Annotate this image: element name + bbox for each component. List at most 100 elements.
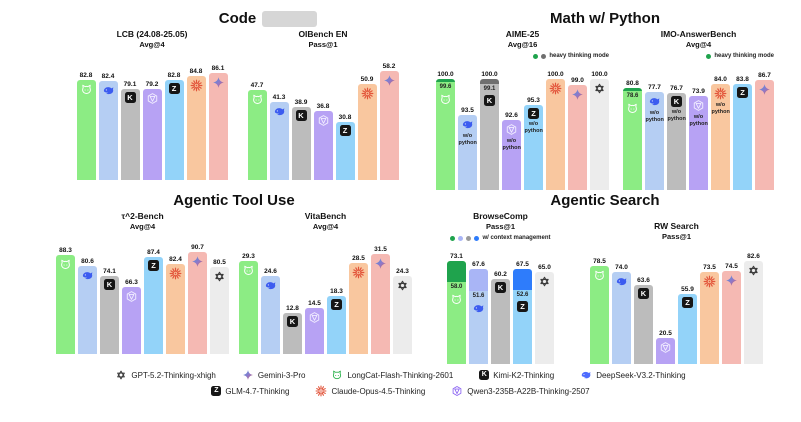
legend-label: Qwen3-235B-A22B-Thinking-2507: [467, 386, 590, 396]
bar-group-gpt: 65.0: [535, 244, 554, 364]
kimi-icon: K: [287, 315, 298, 327]
annotation-dot: [541, 53, 547, 59]
bar-icon-holder: K: [295, 109, 307, 121]
bar-icon-holder: [758, 83, 771, 96]
bar-icon-holder: [549, 82, 562, 95]
bar-claude: [166, 263, 185, 354]
bar-value-label: 78.5: [593, 258, 606, 266]
bar-base-label: 52.6: [516, 291, 529, 298]
bar-value-label: 86.7: [758, 72, 771, 80]
bar-group-qwen: 20.5: [656, 244, 675, 364]
bar-note: w/o python: [689, 114, 708, 128]
bar-deepseek: 51.6: [469, 268, 488, 364]
bar-note: w/o python: [711, 101, 730, 115]
bar-icon-holder: [659, 341, 672, 354]
bar-icon-holder: K: [287, 315, 298, 327]
glm-icon: Z: [737, 86, 748, 98]
bar-icon-holder: [714, 87, 727, 100]
chart-subtitle: Pass@1: [661, 231, 691, 241]
bar-group-longcat: 100.0 99.6: [436, 62, 455, 190]
bar-glm: Z: [164, 80, 184, 180]
bar-value-label: 74.5: [725, 263, 738, 271]
bar-value-label: 47.7: [250, 82, 264, 90]
bar-group-deepseek: 77.7 w/o python: [645, 62, 664, 190]
bar-icon-holder: [374, 257, 387, 270]
bar-glm: Z: [327, 295, 346, 354]
openai-icon: [398, 281, 407, 291]
bar-group-kimi: 100.0 99.1 K: [480, 62, 499, 190]
bar-icon-holder: [383, 74, 396, 87]
legend-row: GPT-5.2-Thinking-xhigh Gemini-3-Pro LongCa…: [102, 369, 698, 381]
bar-qwen: [142, 88, 162, 180]
bar-group-deepseek: 74.0: [612, 244, 631, 364]
gemini-icon: [726, 275, 737, 287]
bar-icon-holder: K: [484, 95, 495, 107]
bar-group-claude: 50.9: [357, 52, 377, 180]
chart-title: BrowseComp: [473, 211, 528, 221]
bar-longcat: [239, 260, 258, 354]
qwen-icon: [147, 92, 157, 104]
bar-longcat: [76, 80, 96, 180]
deepseek-icon: [581, 371, 591, 379]
longcat-icon: [333, 370, 342, 380]
legend-item-glm: Z GLM-4.7-Thinking: [211, 386, 289, 396]
bar-value-label: 76.7: [670, 84, 683, 92]
bar-icon-holder: [615, 275, 628, 288]
glm-icon: Z: [682, 297, 693, 309]
bar-glm: Z: [678, 294, 697, 364]
bar-claude: [186, 75, 206, 180]
claude-icon: [316, 385, 327, 397]
chart-subtitle: Avg@16: [507, 39, 538, 49]
bar-longcat: [590, 266, 609, 364]
bar-longcat: [56, 255, 75, 354]
gemini-icon: [212, 76, 224, 88]
bar-group-deepseek: 80.6: [78, 234, 97, 354]
bar-icon-holder: [472, 302, 485, 315]
bar-value-label: 58.2: [382, 62, 396, 70]
bar-value-label: 14.5: [308, 299, 321, 307]
plot-area: 73.1 58.0 67.6 51.6 60.2 K 67.5 52.6 Z 65.0: [447, 244, 554, 364]
bar-icon-holder: [212, 76, 225, 89]
bar-deepseek: [98, 81, 118, 180]
bar-icon-holder: [626, 102, 639, 115]
annotation-dot: [450, 235, 456, 241]
plot-area: 100.0 99.6 93.5 w/o python 100.0 99.1 K 92.6 w/o…: [436, 62, 609, 190]
bar-icon-holder: [352, 266, 365, 279]
bar-kimi: 99.1 K: [480, 79, 499, 190]
bar-group-qwen: 92.6 w/o python: [502, 62, 521, 190]
bar-gemini: [755, 80, 774, 190]
longcat-icon: [61, 260, 70, 270]
kimi-icon: K: [295, 109, 307, 121]
deepseek-icon: [103, 87, 113, 95]
gemini-icon: [242, 370, 253, 380]
bar-value-label: 87.4: [147, 248, 160, 256]
qwen-icon: [452, 386, 462, 396]
bar-value-label: 84.8: [189, 67, 203, 75]
bar-group-claude: 28.5: [349, 234, 368, 354]
deepseek-icon: [616, 277, 627, 285]
bar-icon-holder: [703, 275, 716, 288]
bar-claude: [546, 79, 565, 190]
bar-value-label: 50.9: [360, 76, 374, 84]
section-tool-use: Agentic Tool Use τ^2-Bench Avg@4 88.3 80.6 7…: [48, 192, 420, 354]
section-title: Agentic Search: [550, 192, 660, 209]
bar-note: w/o python: [458, 133, 477, 146]
bar-gemini: [208, 72, 228, 180]
bar-value-label: 67.5: [516, 260, 529, 268]
gemini-icon: [383, 74, 395, 86]
gemini-icon: [759, 84, 770, 96]
bar-base-label: 58.0: [450, 284, 463, 291]
bar-icon-holder: [692, 99, 705, 112]
bar-cap-longcat: [623, 87, 642, 91]
bar-longcat: 58.0: [447, 261, 466, 364]
bar-value-label: 63.6: [637, 276, 650, 284]
bar-deepseek: w/o python: [645, 91, 664, 190]
bar-icon-holder: Z: [168, 83, 180, 95]
kimi-icon: K: [638, 287, 649, 299]
longcat-icon: [595, 271, 604, 281]
deepseek-icon: [462, 121, 473, 129]
bar-value-label: 20.5: [659, 330, 672, 338]
legend-item-gpt: GPT-5.2-Thinking-xhigh: [115, 369, 216, 381]
bar-value-label: 92.6: [505, 112, 518, 120]
